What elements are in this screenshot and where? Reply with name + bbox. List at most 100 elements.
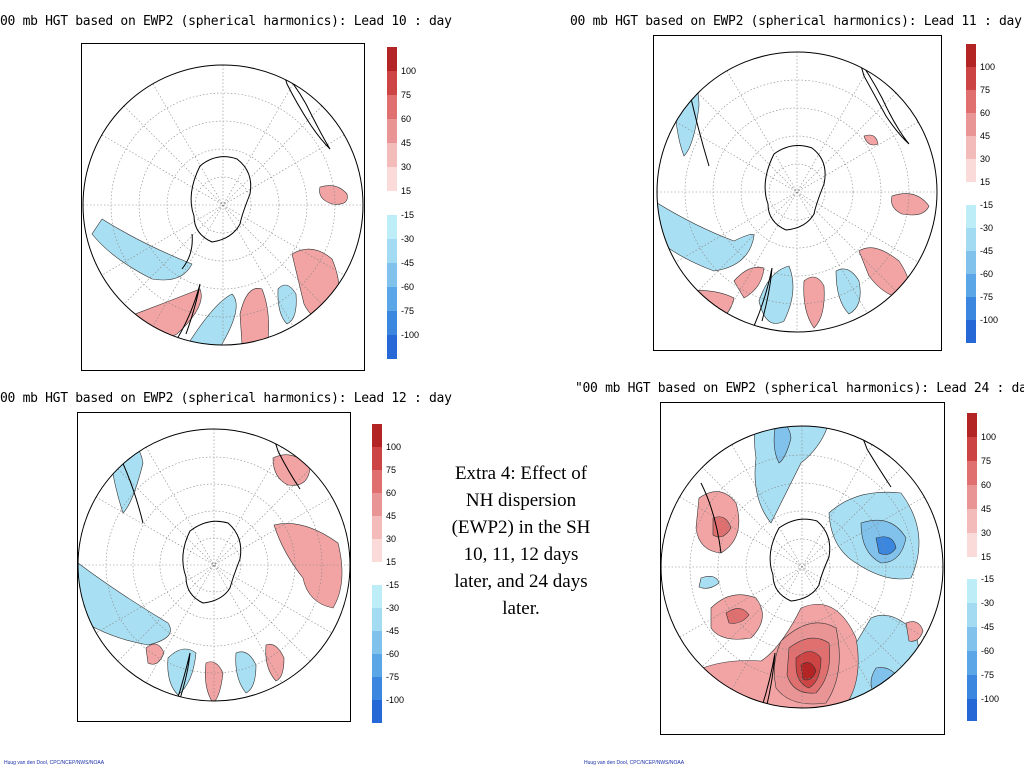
colorbar-label: 45 xyxy=(401,138,412,148)
colorbar-label: -100 xyxy=(981,694,1000,704)
colorbar-swatch xyxy=(387,47,397,71)
colorbar-swatch xyxy=(387,215,397,239)
colorbar-label: 100 xyxy=(386,442,402,452)
colorbar-swatch xyxy=(372,677,382,700)
colorbar-swatch xyxy=(967,699,977,721)
colorbar-swatch xyxy=(967,603,977,627)
colorbar-label: 45 xyxy=(386,511,397,521)
colorbar-label: 30 xyxy=(401,162,412,172)
colorbar-label: 45 xyxy=(980,131,991,141)
colorbar-label: -100 xyxy=(401,330,420,340)
colorbar: 100 75 60 45 30 15 -15 -30 -45 -60 -75 -… xyxy=(966,44,1024,344)
polar-map xyxy=(77,412,351,722)
colorbar-label: -60 xyxy=(401,282,415,292)
polar-map xyxy=(660,402,945,735)
colorbar-label: -75 xyxy=(980,292,994,302)
colorbar-label: -15 xyxy=(401,210,415,220)
colorbar-label: -60 xyxy=(980,269,994,279)
credit-text: Huug van den Dool, CPC/NCEP/NWS/NOAA xyxy=(584,760,685,766)
colorbar-label: -75 xyxy=(401,306,415,316)
colorbar-label: -30 xyxy=(401,234,415,244)
polar-map xyxy=(81,43,365,371)
colorbar-label: -15 xyxy=(981,574,995,584)
colorbar-label: 60 xyxy=(981,480,992,490)
colorbar-swatch xyxy=(387,143,397,167)
colorbar-swatch xyxy=(966,136,976,159)
panel-title: 00 mb HGT based on EWP2 (spherical harmo… xyxy=(0,14,452,29)
colorbar-label: -30 xyxy=(980,223,994,233)
colorbar-label: 75 xyxy=(980,85,991,95)
colorbar-swatch xyxy=(966,274,976,297)
colorbar-swatch xyxy=(967,437,977,461)
panel-title: "00 mb HGT based on EWP2 (spherical harm… xyxy=(575,381,1024,396)
colorbar-label: 15 xyxy=(401,186,412,196)
colorbar-swatch xyxy=(967,413,977,437)
colorbar-label: 100 xyxy=(980,62,996,72)
colorbar-swatch xyxy=(966,228,976,251)
colorbar-swatch xyxy=(372,493,382,516)
credit-text: Huug van den Dool, CPC/NCEP/NWS/NOAA xyxy=(4,760,105,766)
colorbar-swatch xyxy=(372,516,382,539)
polar-map xyxy=(653,35,942,351)
colorbar-label: -100 xyxy=(386,695,405,705)
colorbar-label: 75 xyxy=(401,90,412,100)
colorbar-label: 60 xyxy=(980,108,991,118)
colorbar-label: 30 xyxy=(386,534,397,544)
colorbar-label: 30 xyxy=(981,528,992,538)
colorbar-label: 100 xyxy=(401,66,417,76)
colorbar-label: -15 xyxy=(980,200,994,210)
colorbar-label: -15 xyxy=(386,580,400,590)
colorbar-swatch xyxy=(966,320,976,343)
colorbar: 100 75 60 45 30 15 -15 -30 -45 -60 -75 -… xyxy=(387,47,447,362)
colorbar-label: -30 xyxy=(386,603,400,613)
colorbar: 100 75 60 45 30 15 -15 -30 -45 -60 -75 -… xyxy=(372,424,432,724)
colorbar-swatch xyxy=(967,579,977,603)
colorbar-swatch xyxy=(967,627,977,651)
colorbar-label: 15 xyxy=(980,177,991,187)
panel-title: 00 mb HGT based on EWP2 (spherical harmo… xyxy=(0,391,452,406)
colorbar-swatch xyxy=(372,654,382,677)
colorbar-swatch xyxy=(387,239,397,263)
colorbar-swatch xyxy=(966,251,976,274)
colorbar-label: -60 xyxy=(981,646,995,656)
colorbar: 100 75 60 45 30 15 -15 -30 -45 -60 -75 -… xyxy=(967,413,1024,723)
colorbar-label: 60 xyxy=(386,488,397,498)
colorbar-label: -45 xyxy=(386,626,400,636)
colorbar-label: -45 xyxy=(401,258,415,268)
colorbar-label: -60 xyxy=(386,649,400,659)
colorbar-label: 60 xyxy=(401,114,412,124)
colorbar-swatch xyxy=(372,631,382,654)
colorbar-label: 15 xyxy=(981,552,992,562)
colorbar-swatch xyxy=(372,608,382,631)
panel-title: 00 mb HGT based on EWP2 (spherical harmo… xyxy=(570,14,1022,29)
colorbar-label: 100 xyxy=(981,432,997,442)
colorbar-swatch xyxy=(967,533,977,557)
colorbar-swatch xyxy=(372,585,382,608)
colorbar-swatch xyxy=(387,119,397,143)
colorbar-label: 45 xyxy=(981,504,992,514)
colorbar-swatch xyxy=(372,424,382,447)
slide-caption: Extra 4: Effect of NH dispersion (EWP2) … xyxy=(451,463,591,619)
colorbar-swatch xyxy=(966,67,976,90)
colorbar-swatch xyxy=(966,297,976,320)
colorbar-label: 75 xyxy=(386,465,397,475)
colorbar-label: -75 xyxy=(386,672,400,682)
colorbar-label: 75 xyxy=(981,456,992,466)
colorbar-swatch xyxy=(967,651,977,675)
colorbar-swatch xyxy=(967,509,977,533)
colorbar-label: -45 xyxy=(980,246,994,256)
colorbar-swatch xyxy=(372,470,382,493)
colorbar-swatch xyxy=(372,700,382,723)
colorbar-swatch xyxy=(372,539,382,562)
colorbar-label: -75 xyxy=(981,670,995,680)
colorbar-swatch xyxy=(967,461,977,485)
colorbar-swatch xyxy=(966,159,976,182)
colorbar-swatch xyxy=(387,263,397,287)
colorbar-swatch xyxy=(387,311,397,335)
colorbar-swatch xyxy=(387,335,397,359)
colorbar-label: 30 xyxy=(980,154,991,164)
colorbar-swatch xyxy=(967,485,977,509)
colorbar-swatch xyxy=(967,675,977,699)
colorbar-label: -45 xyxy=(981,622,995,632)
colorbar-swatch xyxy=(387,167,397,191)
